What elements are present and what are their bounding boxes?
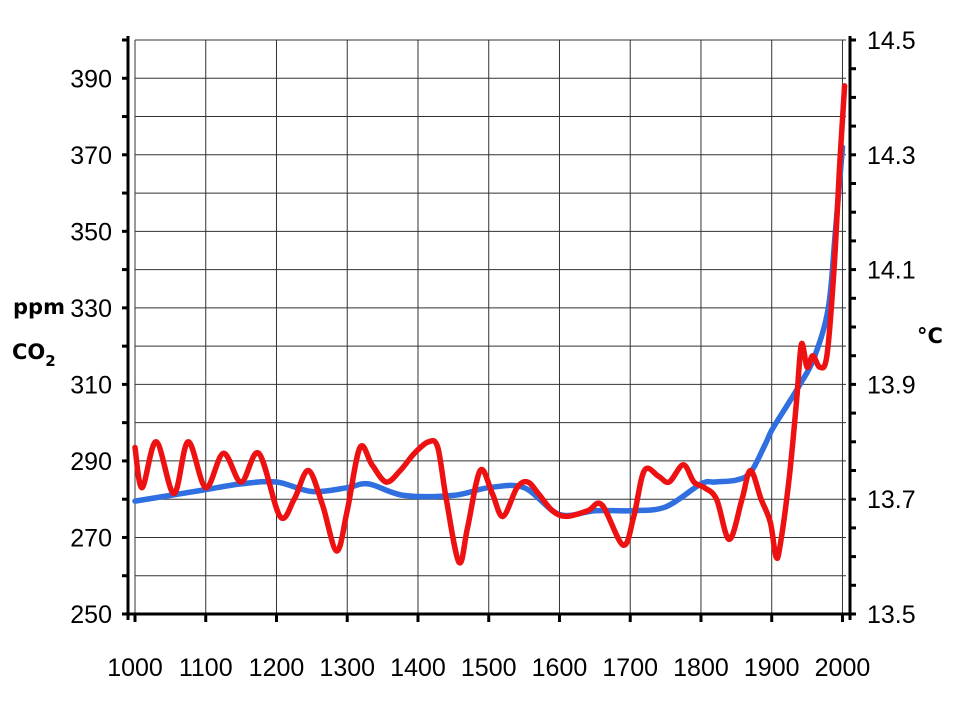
x-tick-label-1400: 1400: [390, 654, 446, 682]
x-tick-label-1900: 1900: [744, 654, 800, 682]
left-axis-title-co2-main: CO: [12, 340, 45, 364]
left-axis-title-co2: CO2: [12, 340, 56, 370]
x-tick-label-1500: 1500: [461, 654, 517, 682]
left-tick-label-290: 290: [70, 448, 112, 476]
series-temperature-line: [132, 83, 848, 566]
left-tick-label-390: 390: [70, 65, 112, 93]
series-layer: [132, 83, 848, 566]
x-tick-label-1600: 1600: [532, 654, 588, 682]
labels: ppm CO2 °C: [12, 295, 943, 370]
right-tick-label-13.7: 13.7: [867, 486, 916, 514]
x-tick-label-2000: 2000: [815, 654, 871, 682]
left-tick-label-330: 330: [70, 295, 112, 323]
x-tick-label-1300: 1300: [319, 654, 375, 682]
left-axis-title-co2-subscript: 2: [45, 352, 55, 370]
left-axis-title-ppm: ppm: [13, 295, 65, 319]
x-tick-label-1200: 1200: [249, 654, 305, 682]
x-tick-label-1800: 1800: [673, 654, 729, 682]
left-tick-label-370: 370: [70, 142, 112, 170]
grid: [134, 39, 846, 614]
right-tick-label-13.9: 13.9: [867, 371, 916, 399]
axes: 250 270 290 310 330 350 370 390 13.5 13.7 13.9 14.1…: [70, 27, 915, 682]
right-tick-label-14.3: 14.3: [867, 142, 916, 170]
x-tick-label-1100: 1100: [179, 654, 233, 682]
right-axis-title: °C: [917, 324, 943, 348]
left-tick-label-250: 250: [70, 601, 112, 629]
right-tick-label-13.5: 13.5: [867, 601, 916, 629]
left-tick-label-310: 310: [70, 371, 112, 399]
left-tick-label-350: 350: [70, 218, 112, 246]
right-tick-label-14.5: 14.5: [867, 27, 916, 55]
x-tick-label-1700: 1700: [602, 654, 658, 682]
x-tick-label-1000: 1000: [107, 654, 163, 682]
right-tick-label-14.1: 14.1: [867, 257, 916, 285]
left-tick-label-270: 270: [70, 524, 112, 552]
